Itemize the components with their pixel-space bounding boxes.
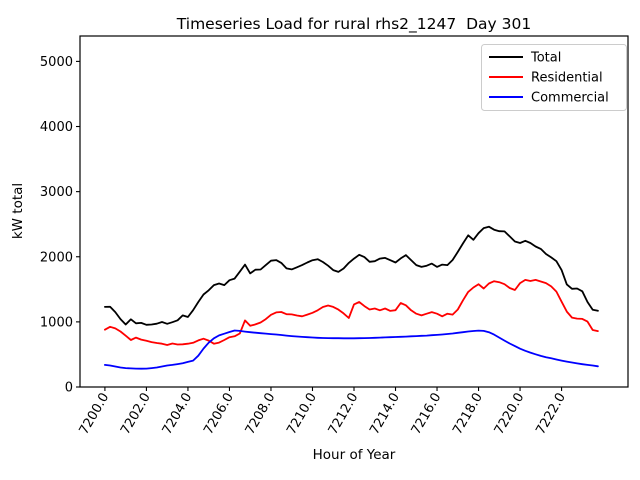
x-tick-label: 7208.0 bbox=[243, 391, 279, 438]
legend-label-commercial: Commercial bbox=[531, 91, 609, 106]
series-line-total bbox=[104, 225, 599, 326]
x-tick-label: 7222.0 bbox=[533, 391, 569, 438]
x-tick-label: 7218.0 bbox=[450, 391, 486, 438]
legend-label-residential: Residential bbox=[531, 71, 603, 86]
y-tick-label: 3000 bbox=[40, 185, 73, 200]
y-axis-label: kW total bbox=[10, 183, 26, 239]
y-tick-label: 2000 bbox=[40, 250, 73, 265]
y-tick-label: 5000 bbox=[40, 55, 73, 70]
x-tick-label: 7214.0 bbox=[367, 391, 403, 438]
x-tick-label: 7204.0 bbox=[160, 391, 196, 438]
legend: Total Residential Commercial bbox=[481, 44, 627, 111]
x-tick-label: 7206.0 bbox=[201, 391, 237, 438]
chart-title: Timeseries Load for rural rhs2_1247 Day … bbox=[176, 15, 531, 34]
x-tick-label: 7202.0 bbox=[118, 391, 154, 438]
y-tick-label: 0 bbox=[65, 381, 73, 396]
series-line-residential bbox=[104, 278, 599, 346]
y-axis-ticks: 0 1000 2000 3000 4000 5000 bbox=[40, 55, 80, 396]
y-tick-label: 1000 bbox=[40, 315, 73, 330]
x-axis-label: Hour of Year bbox=[313, 447, 396, 463]
x-tick-label: 7216.0 bbox=[409, 391, 445, 438]
x-tick-label: 7212.0 bbox=[326, 391, 362, 438]
x-tick-label: 7200.0 bbox=[77, 391, 113, 438]
legend-label-total: Total bbox=[530, 51, 561, 66]
x-tick-label: 7210.0 bbox=[284, 391, 320, 438]
y-tick-label: 4000 bbox=[40, 120, 73, 135]
legend-frame bbox=[481, 44, 627, 111]
x-tick-label: 7220.0 bbox=[492, 391, 528, 438]
x-axis-ticks: 7200.0 7202.0 7204.0 7206.0 7208.0 7210.0 7212… bbox=[77, 387, 569, 437]
series-line-commercial bbox=[104, 329, 599, 370]
series-lines bbox=[104, 225, 599, 370]
